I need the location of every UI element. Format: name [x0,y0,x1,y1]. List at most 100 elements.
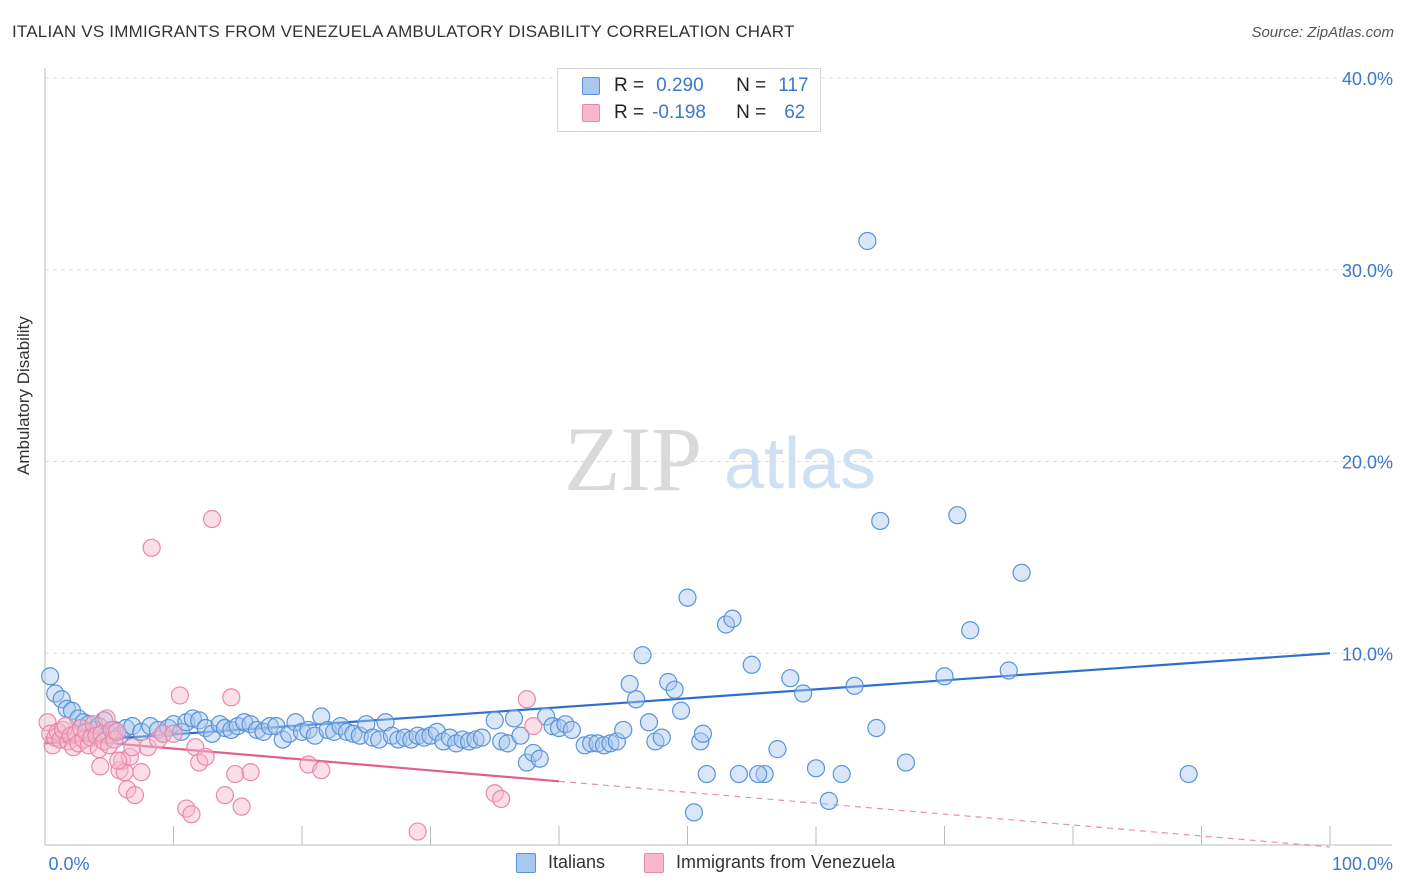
chart-title: ITALIAN VS IMMIGRANTS FROM VENEZUELA AMB… [12,22,795,41]
n-value: 117 [778,75,809,96]
y-axis-label: Ambulatory Disability [14,316,33,475]
italian-point [485,711,504,730]
italian-point [749,764,768,784]
italian-point [1179,764,1198,784]
italian-point [588,734,607,753]
n-label: N = [736,75,767,96]
venezuela-point [138,738,157,757]
y-tick-label: 40.0% [1342,69,1393,89]
x-tick-label: 0.0% [48,854,89,874]
legend-label: Italians [548,852,606,872]
venezuela-point [97,709,116,728]
italian-point [492,732,511,751]
venezuela-point [492,789,511,809]
italian-point [504,709,524,728]
legend-label: Immigrants from Venezuela [676,852,896,872]
italian-point [620,674,639,694]
italian-point [697,764,716,784]
italian-point [671,701,691,720]
r-value: 0.290 [656,75,704,96]
italian-point [1012,563,1031,582]
legend-item-venezuela[interactable]: Immigrants from Venezuela [644,852,895,873]
venezuela-point [164,724,183,743]
venezuela-point [107,722,127,741]
venezuela-point [222,688,241,707]
legend-item-italians[interactable]: Italians [516,852,605,873]
italians-trend-line [44,652,1331,745]
italian-point [742,655,761,674]
stats-row-italians: R = 0.290 N = 117 [582,74,809,98]
n-value: 62 [784,102,806,123]
watermark: ZIP atlas [564,408,876,510]
italian-point [755,764,774,784]
italian-point [729,764,749,784]
italian-point [260,717,279,736]
venezuela-point [132,763,151,782]
italian-point [999,661,1018,680]
venezuela-swatch [644,852,664,873]
italian-point [116,718,136,738]
italian-point [845,676,864,695]
italian-point [472,728,491,747]
venezuela-point [524,717,543,736]
source-label: Source: ZipAtlas.com [1251,24,1394,41]
y-tick-label: 30.0% [1342,261,1393,281]
venezuela-point [312,761,331,780]
italian-point [858,231,877,251]
italian-point [639,713,659,732]
italian-point [768,740,787,759]
italian-point [530,749,549,768]
venezuela-point [182,805,201,824]
r-value: -0.198 [652,102,706,123]
italian-point [794,684,813,703]
venezuela-point [77,722,96,741]
italian-point [871,511,890,531]
italian-point [52,690,71,709]
italian-point [601,734,620,753]
italian-point [183,709,202,728]
n-label: N = [736,102,767,123]
venezuela-point [154,724,173,743]
venezuela-point [215,786,234,805]
italian-point [466,730,485,749]
italian-point [806,759,826,778]
series-legend: Italians Immigrants from Venezuela [0,852,1406,876]
venezuela-point [202,509,222,529]
italian-point [607,732,626,751]
italian-point [678,588,697,607]
italian-point [614,720,633,740]
venezuela-point [408,822,427,841]
italian-point [896,753,916,772]
venezuela-trend-extension [558,780,1331,848]
italian-point [562,720,581,740]
tick-labels: 10.0% 20.0% 30.0% 40.0% 0.0% 100.0% [48,69,1393,874]
italian-point [948,506,967,525]
italian-point [511,726,530,745]
italian-point [344,724,363,743]
venezuela-point [56,717,75,736]
venezuela-point [241,763,260,782]
venezuela-point [123,738,142,757]
venezuela-point [232,797,251,816]
venezuela-point [100,736,119,755]
italian-point [781,669,800,688]
italian-point [389,730,408,749]
italian-point [961,621,980,640]
grid-lines [45,77,1392,654]
venezuela-point [91,757,110,776]
venezuela-point [177,799,196,818]
venezuela-point [109,751,128,770]
r-label: R = [614,102,645,123]
italian-point [626,690,646,709]
italian-point [453,730,472,749]
watermark-zip: ZIP [564,408,702,510]
italians-swatch [516,852,536,873]
italian-point [633,646,652,665]
italian-point [652,728,671,747]
italian-point [684,803,704,822]
italian-point [832,764,851,784]
x-tick-label: 100.0% [1332,854,1393,874]
italian-point [693,724,713,743]
venezuela-point [196,747,215,766]
venezuela-point [125,786,145,805]
